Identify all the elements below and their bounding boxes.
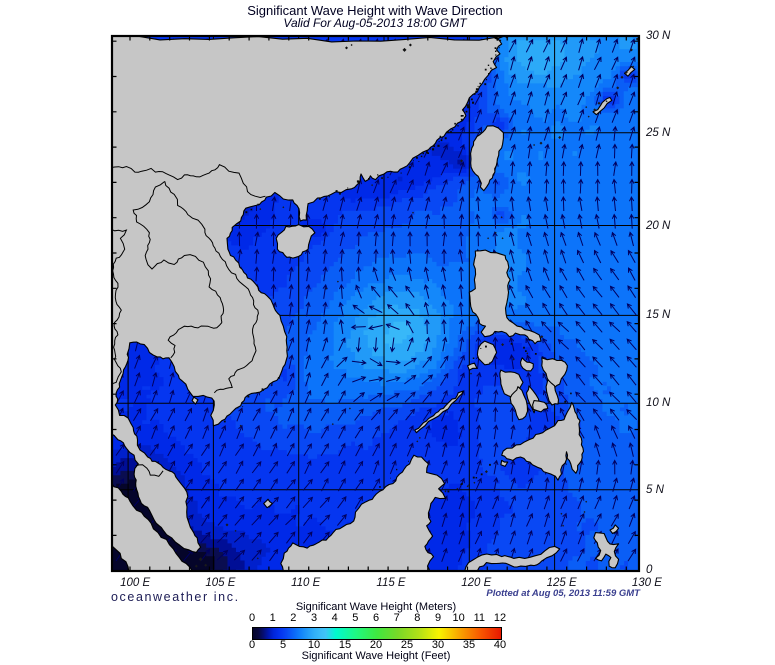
land-bohol xyxy=(532,400,549,413)
land-calamian xyxy=(467,362,478,371)
legend-feet-value: 15 xyxy=(338,639,352,651)
land-taiwan xyxy=(470,125,504,192)
land-palawan xyxy=(414,390,464,434)
land-sulawesi_arm xyxy=(464,545,561,571)
legend-title-feet: Significant Wave Height (Feet) xyxy=(301,650,451,662)
x-axis-label: 125 E xyxy=(546,577,577,589)
wave-height-band xyxy=(303,36,639,434)
land-samar xyxy=(541,357,568,389)
legend-colorbar xyxy=(252,627,502,640)
wave-height-band xyxy=(222,36,637,571)
wave-height-band xyxy=(384,321,411,348)
wave-height-band xyxy=(265,36,639,571)
border-vn_la_kh xyxy=(164,181,259,394)
legend-feet-value: 10 xyxy=(307,639,321,651)
border-la_th xyxy=(132,181,225,323)
lakes xyxy=(345,43,412,52)
land-morotai xyxy=(609,524,620,535)
legend-title-meters: Significant Wave Height (Meters) xyxy=(295,601,457,613)
x-axis-label: 130 E xyxy=(631,577,662,589)
legend-meters-value: 12 xyxy=(493,612,507,624)
border-cn_vn xyxy=(112,164,266,199)
legend-meters-value: 1 xyxy=(269,612,276,624)
land-mindoro xyxy=(476,340,498,366)
plotted-timestamp: Plotted at Aug 05, 2013 11:59 GMT xyxy=(486,588,640,599)
x-axis-label: 120 E xyxy=(461,577,492,589)
wave-height-band xyxy=(329,36,639,387)
legend-feet-value: 5 xyxy=(279,639,287,651)
x-axis-label: 110 E xyxy=(291,577,321,589)
land-leyte xyxy=(545,379,560,406)
y-axis-label: 30 N xyxy=(646,30,671,43)
land-amami xyxy=(623,65,636,77)
legend-feet-value: 0 xyxy=(248,639,256,651)
legend-meters-value: 6 xyxy=(372,612,380,624)
land-negros xyxy=(509,386,529,421)
legend-meters-value: 2 xyxy=(290,612,297,624)
y-axis-label: 10 N xyxy=(646,397,671,410)
border-th_kh xyxy=(167,322,223,359)
y-axis-label: 0 xyxy=(646,563,653,576)
land-hainan xyxy=(275,224,316,259)
legend-meters-value: 3 xyxy=(310,612,318,624)
border-th_mm xyxy=(112,229,128,386)
legend-feet-value: 35 xyxy=(462,639,476,651)
land-mindanao xyxy=(501,401,585,481)
land-mainland xyxy=(112,36,504,553)
land-halmahera xyxy=(593,532,620,569)
legend-meters-value: 5 xyxy=(352,612,359,624)
x-axis-label: 105 E xyxy=(205,577,236,589)
land-borneo xyxy=(280,454,446,571)
land-masbate xyxy=(519,357,534,372)
y-axis-label: 5 N xyxy=(646,483,664,496)
y-axis-label: 25 N xyxy=(646,126,671,139)
oceanweather-credit: oceanweather inc. xyxy=(111,590,240,604)
land-luzon xyxy=(468,249,542,345)
border-my_th xyxy=(135,464,164,477)
land-sumatra xyxy=(112,482,193,571)
legend-meters-value: 0 xyxy=(248,612,256,624)
legend-meters-value: 8 xyxy=(414,612,421,624)
land-phuquoc xyxy=(191,396,199,405)
y-axis-label: 20 N xyxy=(646,219,671,232)
frame-ticks xyxy=(112,36,639,571)
legend-meters-value: 11 xyxy=(473,612,486,624)
valid-time-subtitle: Valid For Aug-05-2013 18:00 GMT xyxy=(283,16,467,30)
legend-meters-value: 9 xyxy=(434,612,442,624)
y-axis-label: 15 N xyxy=(646,309,671,322)
x-axis-label: 100 E xyxy=(120,577,151,589)
x-axis-label: 115 E xyxy=(376,577,406,589)
legend-feet-value: 30 xyxy=(431,639,445,651)
land-natuna xyxy=(263,498,273,509)
legend-feet-value: 20 xyxy=(369,639,383,651)
page-title: Significant Wave Height with Wave Direct… xyxy=(247,3,503,18)
land-basilan xyxy=(500,459,509,467)
legend-feet-value: 25 xyxy=(400,639,414,651)
legend-feet-value: 40 xyxy=(493,639,507,651)
map-frame xyxy=(110,34,641,573)
legend-meters-value: 7 xyxy=(393,612,400,624)
legend-meters-value: 4 xyxy=(331,612,338,624)
legend-meters-value: 10 xyxy=(452,612,465,624)
